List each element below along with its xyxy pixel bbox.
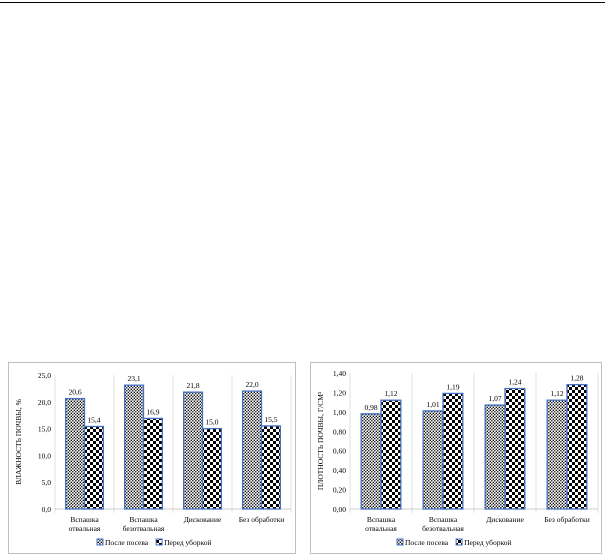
category-label-line: Без обработки — [544, 515, 590, 524]
bar-dots — [182, 391, 204, 510]
data-label: 23,1 — [127, 374, 140, 383]
data-label: 1,01 — [427, 400, 440, 409]
bar-dots — [64, 397, 86, 510]
legend-swatch-checker — [155, 538, 163, 546]
legend-swatch-dots — [96, 538, 104, 546]
y-tick-label: 1,40 — [333, 369, 346, 378]
category-label: Вспашка безотвальная — [422, 515, 464, 533]
category-label: Вспашка отвальная — [69, 515, 101, 533]
category-label: Без обработки — [239, 515, 285, 524]
bar-checker — [380, 399, 402, 510]
bar-dots — [546, 399, 568, 510]
page-top-rule — [0, 2, 605, 3]
bar-dots — [422, 410, 444, 510]
bar-checker — [142, 417, 164, 510]
y-tick-label: 10,0 — [38, 451, 51, 460]
y-tick-label: 1,20 — [333, 388, 346, 397]
data-label: 20,6 — [68, 388, 81, 397]
bar-dots — [484, 404, 506, 510]
category-label-line: безотвальная — [422, 524, 464, 533]
bar-checker — [201, 427, 223, 510]
category-label-line: отвальная — [365, 524, 397, 533]
category-label-line: Вспашка — [70, 515, 99, 524]
data-label: 21,8 — [186, 381, 199, 390]
y-tick-label: 0,20 — [333, 486, 346, 495]
y-tick-label: 0,00 — [333, 505, 346, 514]
data-label: 1,19 — [446, 382, 459, 391]
y-tick-label: 1,00 — [333, 408, 346, 417]
soil-moisture-chart: 0,0 5,0 10,0 15,0 20,0 25,0 ВЛАЖНОСТЬ ПОЧВЫ, %… — [8, 362, 296, 554]
category-label-line: Вспашка — [429, 515, 458, 524]
data-label: 22,0 — [245, 380, 258, 389]
data-label: 0,98 — [365, 403, 378, 412]
y-tick-label: 20,0 — [38, 398, 51, 407]
category-label-line: отвальная — [69, 524, 101, 533]
y-axis-title: ВЛАЖНОСТЬ ПОЧВЫ, % — [14, 399, 23, 485]
category-label-line: Без обработки — [239, 515, 285, 524]
soil-density-chart: 0,00 0,20 0,40 0,60 0,80 1,00 1,20 1,40 ПЛОТНОСТ… — [310, 362, 602, 554]
soil-moisture-chart-canvas: 0,0 5,0 10,0 15,0 20,0 25,0 ВЛАЖНОСТЬ ПОЧВЫ, %… — [14, 371, 292, 547]
y-tick-label: 0,0 — [42, 505, 52, 514]
category-label: Без обработки — [544, 515, 590, 524]
data-label: 1,12 — [384, 389, 397, 398]
legend-label: После посева — [405, 538, 449, 547]
bar-checker — [83, 425, 105, 510]
bar-checker — [504, 387, 526, 510]
category-label: Дискование — [184, 515, 222, 524]
category-label-line: Вспашка — [367, 515, 396, 524]
bar-dots — [241, 390, 263, 510]
data-label: 15,0 — [205, 418, 218, 427]
category-label-line: Вспашка — [129, 515, 158, 524]
data-label: 15,5 — [264, 415, 277, 424]
y-tick-label: 5,0 — [42, 478, 52, 487]
data-label: 1,12 — [551, 389, 564, 398]
soil-density-chart-canvas: 0,00 0,20 0,40 0,60 0,80 1,00 1,20 1,40 ПЛОТНОСТ… — [316, 369, 599, 547]
y-tick-label: 0,40 — [333, 466, 346, 475]
legend-swatch-checker — [455, 538, 463, 546]
data-label: 1,07 — [489, 394, 502, 403]
legend-label: После посева — [105, 538, 149, 547]
y-tick-label: 25,0 — [38, 371, 51, 380]
category-label: Вспашка отвальная — [365, 515, 397, 533]
bar-dots — [123, 384, 145, 510]
legend-label: Перед уборкой — [164, 538, 211, 547]
bar-checker — [442, 392, 464, 510]
y-axis-title: ПЛОТНОСТЬ ПОЧВЫ, Г/СМ³ — [316, 391, 325, 490]
data-label: 1,28 — [570, 374, 583, 383]
data-label: 15,4 — [87, 415, 100, 424]
bar-checker — [566, 384, 588, 510]
data-label: 16,9 — [146, 407, 159, 416]
category-label-line: Дискование — [486, 515, 524, 524]
y-tick-label: 15,0 — [38, 425, 51, 434]
bar-dots — [360, 413, 382, 510]
bar-checker — [260, 425, 282, 510]
y-tick-label: 0,80 — [333, 427, 346, 436]
category-label: Дискование — [486, 515, 524, 524]
data-label: 1,24 — [508, 378, 521, 387]
legend-swatch-dots — [396, 538, 404, 546]
category-label-line: безотвальная — [123, 524, 165, 533]
category-label: Вспашка безотвальная — [123, 515, 165, 533]
category-label-line: Дискование — [184, 515, 222, 524]
y-tick-label: 0,60 — [333, 447, 346, 456]
legend-label: Перед уборкой — [464, 538, 511, 547]
